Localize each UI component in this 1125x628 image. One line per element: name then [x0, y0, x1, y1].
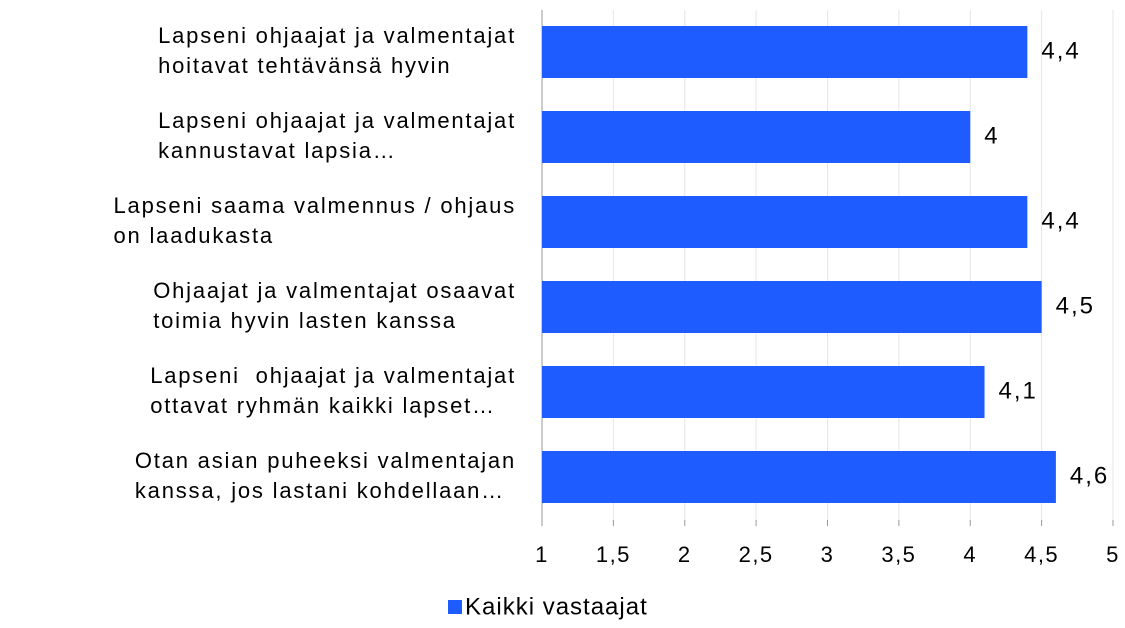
x-tick-label: 4,5: [1024, 542, 1059, 567]
y-tick-label-line: kanssa, jos lastani kohdellaan…: [135, 478, 505, 503]
x-tick-label: 2,5: [739, 542, 774, 567]
y-tick-label-line: toimia hyvin lasten kanssa: [153, 308, 457, 333]
y-tick-label-line: Ohjaajat ja valmentajat osaavat: [153, 278, 516, 303]
y-tick-label-line: Lapseni ohjaajat ja valmentajat: [150, 363, 516, 388]
x-tick-label: 2: [678, 542, 692, 567]
value-label: 4,1: [999, 377, 1038, 404]
x-tick-label: 1: [535, 542, 549, 567]
value-label: 4,5: [1056, 292, 1095, 319]
y-tick-label-line: Lapseni ohjaajat ja valmentajat: [158, 23, 516, 48]
bar: [542, 366, 985, 418]
legend-swatch: [448, 600, 462, 614]
y-tick-label-line: on laadukasta: [114, 223, 274, 248]
value-label: 4,4: [1041, 37, 1080, 64]
value-label: 4,6: [1070, 462, 1109, 489]
x-tick-label: 3,5: [881, 542, 916, 567]
category-label: Lapseni saama valmennus / ohjaus on laadu…: [114, 193, 516, 248]
x-tick-label: 4: [963, 542, 977, 567]
value-label: 4: [984, 122, 999, 149]
y-tick-label-line: Lapseni saama valmennus / ohjaus: [114, 193, 516, 218]
bar: [542, 451, 1056, 503]
x-tick-label: 3: [821, 542, 835, 567]
bar: [542, 26, 1028, 78]
category-label: Ohjaajat ja valmentajat osaavat toimia hy…: [153, 278, 516, 333]
y-tick-label-line: ottavat ryhmän kaikki lapset…: [150, 393, 496, 418]
y-tick-label-line: hoitavat tehtävänsä hyvin: [158, 53, 451, 78]
bar: [542, 281, 1042, 333]
y-tick-label-line: Lapseni ohjaajat ja valmentajat: [158, 108, 516, 133]
category-label: Lapseni ohjaajat ja valmentajat kannustav…: [158, 108, 516, 163]
value-label: 4,4: [1041, 207, 1080, 234]
legend-label: Kaikki vastaajat: [465, 593, 648, 620]
legend: Kaikki vastaajat: [448, 593, 648, 620]
category-label: Lapseni ohjaajat ja valmentajat hoitavat …: [158, 23, 516, 78]
category-label: Lapseni ohjaajat ja valmentajat ottavat r…: [150, 363, 516, 418]
y-tick-label-line: Otan asian puheeksi valmentajan: [135, 448, 516, 473]
category-label: Otan asian puheeksi valmentajan kanssa, j…: [135, 448, 516, 503]
x-tick-label: 5: [1106, 542, 1120, 567]
bar: [542, 111, 971, 163]
bar: [542, 196, 1028, 248]
y-tick-label-line: kannustavat lapsia…: [158, 138, 396, 163]
x-tick-label: 1,5: [596, 542, 631, 567]
